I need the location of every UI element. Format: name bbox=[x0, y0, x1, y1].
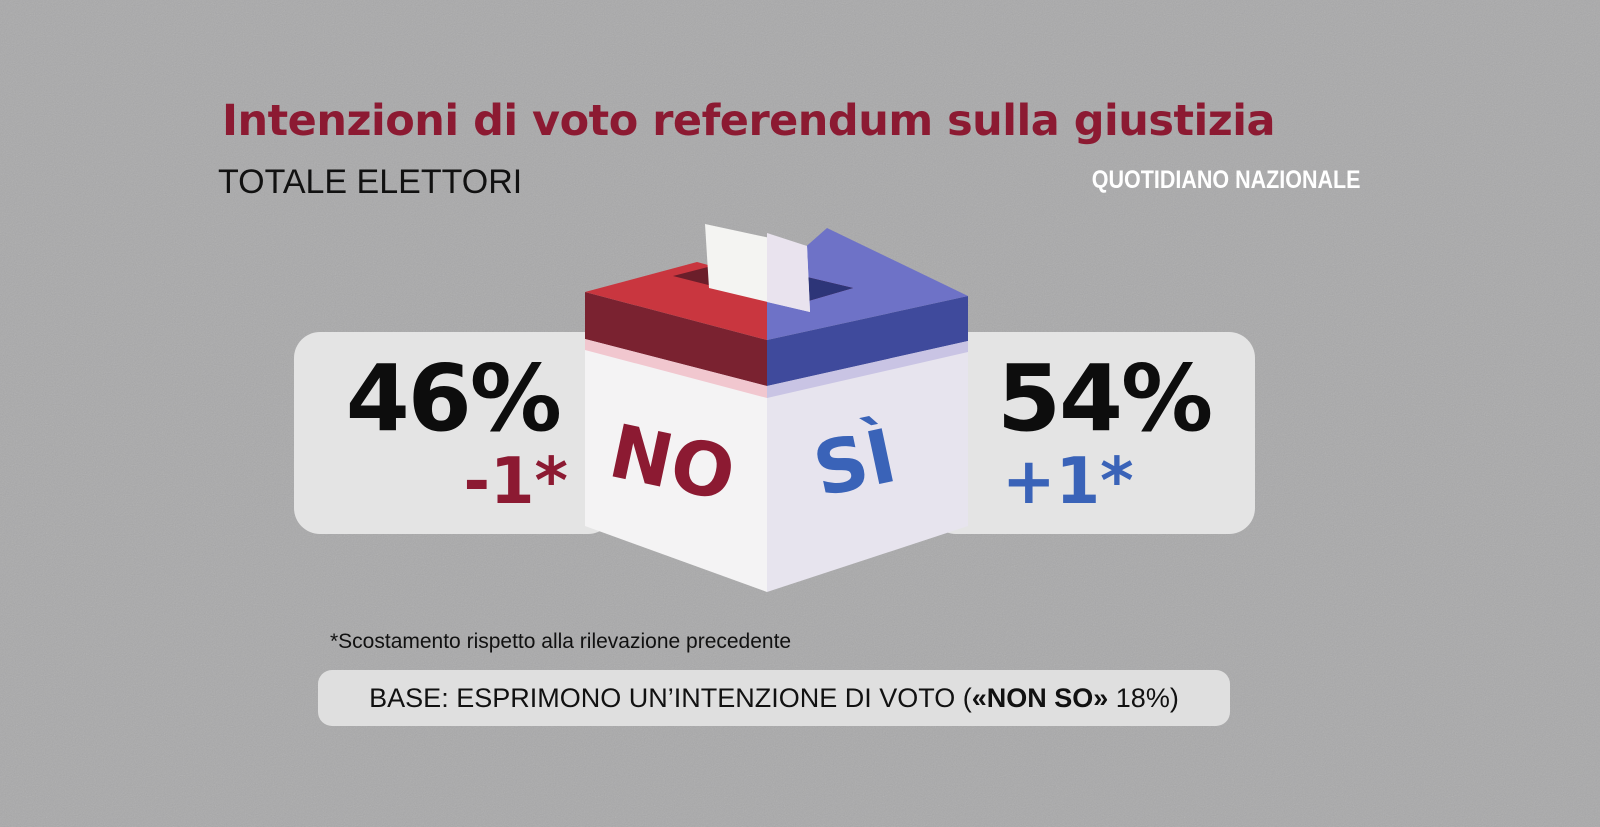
si-result-panel bbox=[930, 332, 1255, 534]
si-change: +1* bbox=[1002, 445, 1134, 519]
no-percentage: 46% bbox=[345, 345, 562, 452]
lid-band-si bbox=[767, 296, 968, 386]
box-label-si: SÌ bbox=[806, 411, 903, 514]
base-note: BASE: ESPRIMONO UN’INTENZIONE DI VOTO («… bbox=[318, 670, 1230, 726]
source-label: QUOTIDIANO NAZIONALE bbox=[1091, 166, 1360, 194]
si-percentage: 54% bbox=[997, 345, 1213, 452]
ballot-box-illustration: NO SÌ bbox=[585, 224, 968, 592]
no-change: -1* bbox=[463, 445, 568, 519]
base-suffix: 18%) bbox=[1108, 683, 1179, 713]
lid-band-no bbox=[585, 292, 767, 386]
base-bold: «NON SO» bbox=[971, 683, 1109, 713]
no-result-panel bbox=[294, 332, 614, 534]
base-prefix: BASE: ESPRIMONO UN’INTENZIONE DI VOTO ( bbox=[369, 683, 972, 713]
box-face-si bbox=[767, 341, 968, 592]
chart-subtitle: TOTALE ELETTORI bbox=[218, 163, 523, 201]
chart-title: Intenzioni di voto referendum sulla gius… bbox=[222, 96, 1276, 146]
footnote: *Scostamento rispetto alla rilevazione p… bbox=[330, 630, 792, 653]
box-face-no bbox=[585, 339, 767, 592]
lid-top-si bbox=[767, 228, 968, 340]
